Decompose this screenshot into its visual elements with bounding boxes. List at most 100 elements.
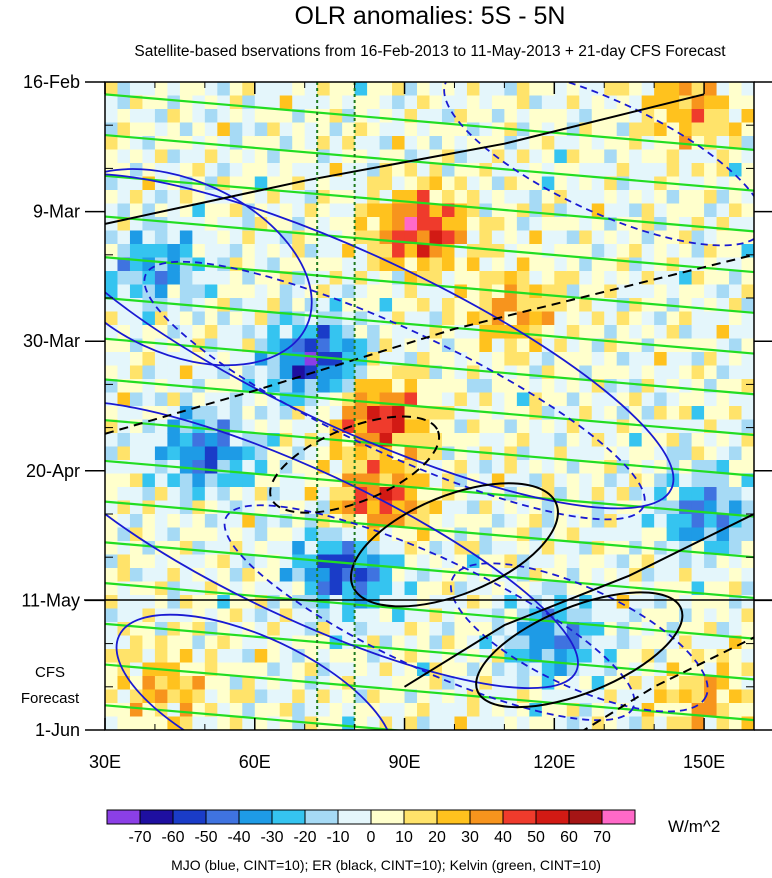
heatmap-cell xyxy=(292,284,306,299)
heatmap-cell xyxy=(204,203,218,218)
heatmap-cell xyxy=(529,217,543,232)
heatmap-cell xyxy=(691,527,705,542)
heatmap-cell xyxy=(716,149,730,164)
heatmap-cell xyxy=(417,95,431,110)
heatmap-cell xyxy=(342,325,356,340)
heatmap-cell xyxy=(105,176,119,191)
heatmap-cell xyxy=(105,635,119,650)
heatmap-cell xyxy=(105,109,119,124)
heatmap-cell xyxy=(441,271,456,286)
heatmap-cell xyxy=(129,473,144,488)
heatmap-cell xyxy=(629,95,643,110)
heatmap-cell xyxy=(616,271,630,286)
heatmap-cell xyxy=(554,325,568,340)
heatmap-cell xyxy=(379,190,393,205)
heatmap-cell xyxy=(179,446,193,461)
heatmap-cell xyxy=(392,95,406,110)
heatmap-cell xyxy=(404,338,418,353)
heatmap-cell xyxy=(604,109,618,124)
heatmap-cell xyxy=(604,271,618,286)
heatmap-cell xyxy=(129,136,144,151)
heatmap-cell xyxy=(429,244,443,259)
heatmap-cell xyxy=(491,514,505,529)
heatmap-cell xyxy=(466,446,481,461)
heatmap-cell xyxy=(666,554,680,569)
heatmap-cell xyxy=(654,541,668,556)
heatmap-cell xyxy=(654,122,668,137)
heatmap-cell xyxy=(142,311,156,326)
heatmap-cell xyxy=(117,473,131,488)
heatmap-cell xyxy=(616,608,630,623)
heatmap-cell xyxy=(217,406,231,421)
heatmap-cell xyxy=(629,608,643,623)
heatmap-cell xyxy=(217,433,231,448)
heatmap-cell xyxy=(292,581,306,596)
heatmap-cell xyxy=(466,514,481,529)
heatmap-cell xyxy=(142,433,156,448)
heatmap-cell xyxy=(105,217,119,232)
heatmap-cell xyxy=(716,460,730,475)
heatmap-cell xyxy=(729,271,743,286)
heatmap-cell xyxy=(654,635,668,650)
heatmap-cell xyxy=(204,365,218,380)
heatmap-cell xyxy=(566,244,580,259)
heatmap-cell xyxy=(192,122,206,137)
heatmap-cell xyxy=(154,487,168,502)
colorbar-label: -40 xyxy=(227,829,250,846)
heatmap-cell xyxy=(741,163,754,178)
heatmap-cell xyxy=(154,230,168,245)
heatmap-cell xyxy=(691,244,705,259)
heatmap-cell xyxy=(317,581,331,596)
heatmap-cell xyxy=(491,392,505,407)
heatmap-cell xyxy=(729,460,743,475)
heatmap-cell xyxy=(491,352,505,367)
heatmap-cell xyxy=(466,365,481,380)
heatmap-cell xyxy=(429,298,443,313)
heatmap-cell xyxy=(666,433,680,448)
heatmap-cell xyxy=(217,136,231,151)
heatmap-cell xyxy=(504,554,518,569)
heatmap-cell xyxy=(704,149,718,164)
heatmap-cell xyxy=(566,338,580,353)
heatmap-cell xyxy=(616,635,630,650)
heatmap-cell xyxy=(192,703,206,718)
heatmap-cell xyxy=(441,676,456,691)
heatmap-cell xyxy=(267,298,281,313)
heatmap-cell xyxy=(329,581,343,596)
heatmap-cell xyxy=(367,446,381,461)
heatmap-cell xyxy=(404,136,418,151)
heatmap-cell xyxy=(117,514,131,529)
heatmap-cell xyxy=(117,109,131,124)
heatmap-cell xyxy=(566,460,580,475)
heatmap-cell xyxy=(604,406,618,421)
heatmap-cell xyxy=(242,514,256,529)
heatmap-cell xyxy=(629,136,643,151)
heatmap-cell xyxy=(417,257,431,272)
heatmap-cell xyxy=(192,230,206,245)
heatmap-cell xyxy=(654,149,668,164)
heatmap-cell xyxy=(466,379,481,394)
heatmap-cell xyxy=(254,446,268,461)
heatmap-cell xyxy=(417,446,431,461)
heatmap-cell xyxy=(367,406,381,421)
heatmap-cell xyxy=(741,95,754,110)
heatmap-cell xyxy=(429,352,443,367)
heatmap-cell xyxy=(554,635,568,650)
heatmap-cell xyxy=(516,433,530,448)
heatmap-cell xyxy=(591,406,605,421)
heatmap-cell xyxy=(404,284,418,299)
heatmap-cell xyxy=(267,365,281,380)
heatmap-cell xyxy=(691,149,705,164)
heatmap-cell xyxy=(579,257,593,272)
heatmap-cell xyxy=(654,608,668,623)
heatmap-cell xyxy=(192,163,206,178)
heatmap-cell xyxy=(154,163,168,178)
heatmap-cell xyxy=(566,352,580,367)
heatmap-cell xyxy=(466,230,481,245)
heatmap-cell xyxy=(404,311,418,326)
heatmap-cell xyxy=(704,703,718,718)
heatmap-cell xyxy=(254,365,268,380)
heatmap-cell xyxy=(142,392,156,407)
heatmap-cell xyxy=(441,176,456,191)
y-tick-label: 20-Apr xyxy=(26,461,80,481)
